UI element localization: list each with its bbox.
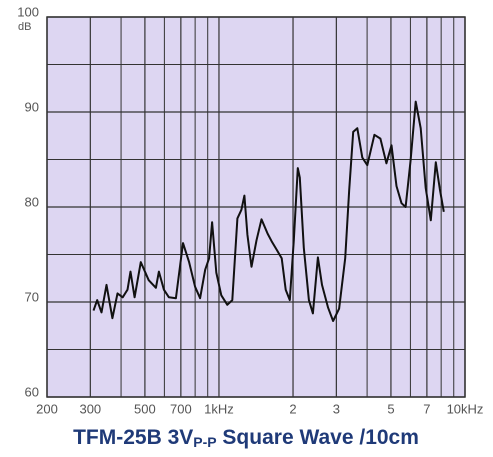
x-tick-label: 1kHz (204, 401, 234, 416)
x-tick-label: 5 (387, 401, 394, 416)
x-tick-label: 500 (134, 401, 156, 416)
title-rest: Square Wave /10cm (217, 426, 419, 449)
x-tick-label: 200 (36, 401, 58, 416)
x-tick-label: 7 (423, 401, 430, 416)
x-tick-label: 700 (170, 401, 192, 416)
data-line (92, 100, 445, 322)
y-tick-label: 100 (17, 4, 39, 19)
y-tick-label: 70 (25, 289, 39, 304)
chart-title: TFM-25B 3VP-P Square Wave /10cm (73, 426, 419, 450)
x-tick-label: 2 (289, 401, 296, 416)
x-tick-label: 300 (79, 401, 101, 416)
title-subscript: P-P (193, 434, 216, 450)
x-tick-label: 10kHz (447, 401, 484, 416)
y-tick-label: 80 (25, 194, 39, 209)
x-tick-label: 3 (333, 401, 340, 416)
y-tick-label: 60 (25, 384, 39, 399)
title-main: TFM-25B 3V (73, 426, 193, 449)
y-tick-label: 90 (25, 99, 39, 114)
y-axis-label: dB (18, 21, 31, 33)
